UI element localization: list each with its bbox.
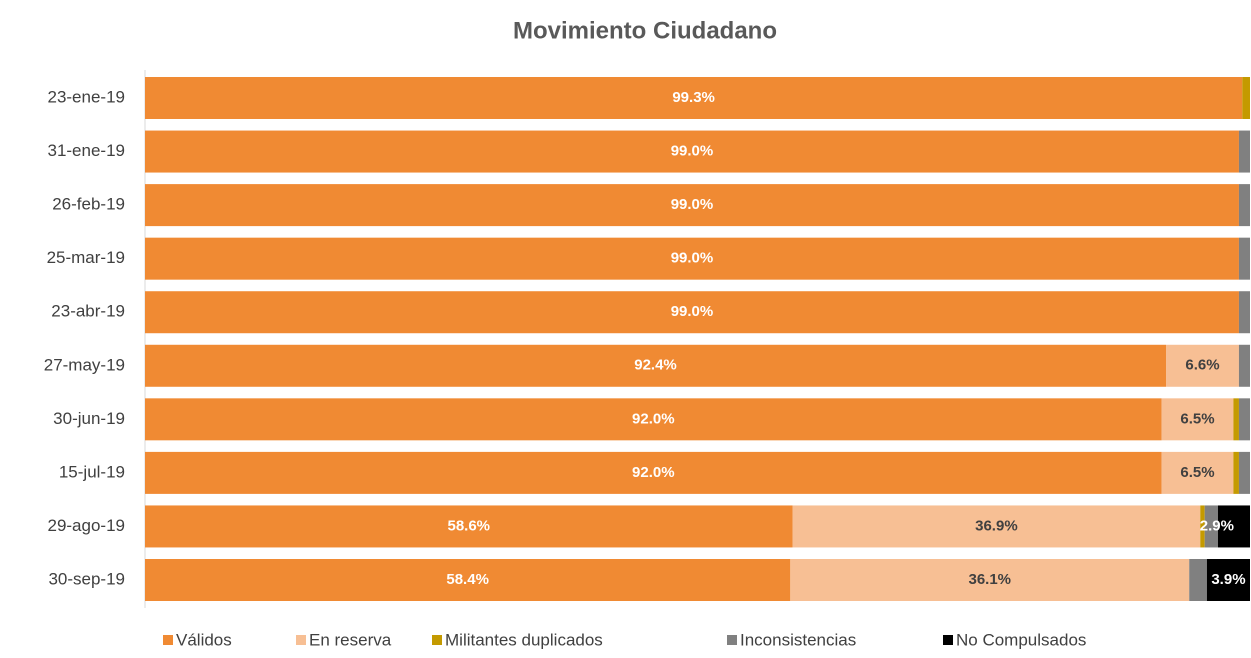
- data-label: 36.1%: [968, 571, 1011, 588]
- bar-segment: [145, 451, 1162, 494]
- bar-segment: [145, 130, 1239, 173]
- bar-segment: [1238, 398, 1250, 441]
- bar-segment: [1166, 344, 1239, 387]
- category-label: 15-jul-19: [59, 462, 125, 481]
- legend-swatch: [943, 635, 953, 645]
- data-label: 6.6%: [1185, 357, 1219, 374]
- bar-segment: [790, 559, 1190, 601]
- bar-segment: [1189, 559, 1207, 601]
- bar-segment: [1206, 559, 1250, 601]
- category-label: 30-jun-19: [53, 409, 125, 428]
- bar-segment: [1161, 398, 1234, 441]
- bar-segment: [1161, 451, 1234, 494]
- category-label: 30-sep-19: [48, 569, 125, 588]
- category-label: 23-ene-19: [47, 87, 125, 106]
- category-label: 23-abr-19: [51, 302, 125, 321]
- data-label: 6.5%: [1180, 464, 1214, 481]
- data-label: 99.0%: [671, 196, 714, 213]
- legend-swatch: [727, 635, 737, 645]
- bar-segment: [792, 505, 1201, 548]
- bar-segment: [145, 77, 1243, 119]
- data-label: 36.9%: [975, 517, 1018, 534]
- data-label: 99.0%: [671, 250, 714, 267]
- category-label: 31-ene-19: [47, 141, 125, 160]
- chart-title: Movimiento Ciudadano: [513, 17, 777, 44]
- legend-label: Inconsistencias: [740, 630, 856, 649]
- category-label: 26-feb-19: [52, 195, 125, 214]
- bar-segment: [1233, 398, 1239, 441]
- data-label: 92.0%: [632, 464, 675, 481]
- legend-label: En reserva: [309, 630, 392, 649]
- bar-segment: [145, 505, 793, 548]
- bar-segment: [145, 237, 1239, 280]
- legend-label: No Compulsados: [956, 630, 1086, 649]
- legend-label: Militantes duplicados: [445, 630, 603, 649]
- bar-segment: [145, 398, 1162, 441]
- bar-segment: [1233, 451, 1239, 494]
- bar-segment: [1238, 451, 1250, 494]
- data-label: 6.5%: [1180, 410, 1214, 427]
- data-label: 2.9%: [1200, 517, 1234, 534]
- bar-segment: [1204, 505, 1218, 548]
- category-label: 27-may-19: [44, 355, 125, 374]
- bar-segment: [145, 559, 791, 601]
- legend-swatch: [432, 635, 442, 645]
- data-label: 58.6%: [447, 517, 490, 534]
- category-label: 25-mar-19: [47, 248, 125, 267]
- bar-segment: [1238, 344, 1250, 387]
- bar-segment: [1200, 505, 1205, 548]
- bar-segment: [1217, 505, 1250, 548]
- legend-swatch: [163, 635, 173, 645]
- bar-segment: [145, 344, 1167, 387]
- bar-segment: [1238, 291, 1250, 334]
- data-label: 92.4%: [634, 357, 677, 374]
- category-label: 29-ago-19: [47, 516, 125, 535]
- data-label: 99.0%: [671, 303, 714, 320]
- legend-swatch: [296, 635, 306, 645]
- bar-segment: [1238, 130, 1250, 173]
- data-label: 99.0%: [671, 143, 714, 160]
- data-label: 92.0%: [632, 410, 675, 427]
- bar-segment: [145, 291, 1239, 334]
- legend-label: Válidos: [176, 630, 232, 649]
- data-label: 3.9%: [1211, 571, 1245, 588]
- bar-segment: [1238, 184, 1250, 227]
- bar-segment: [1238, 237, 1250, 280]
- bar-segment: [145, 184, 1239, 227]
- data-label: 58.4%: [446, 571, 489, 588]
- bar-segment: [1242, 77, 1250, 119]
- data-label: 99.3%: [672, 89, 715, 106]
